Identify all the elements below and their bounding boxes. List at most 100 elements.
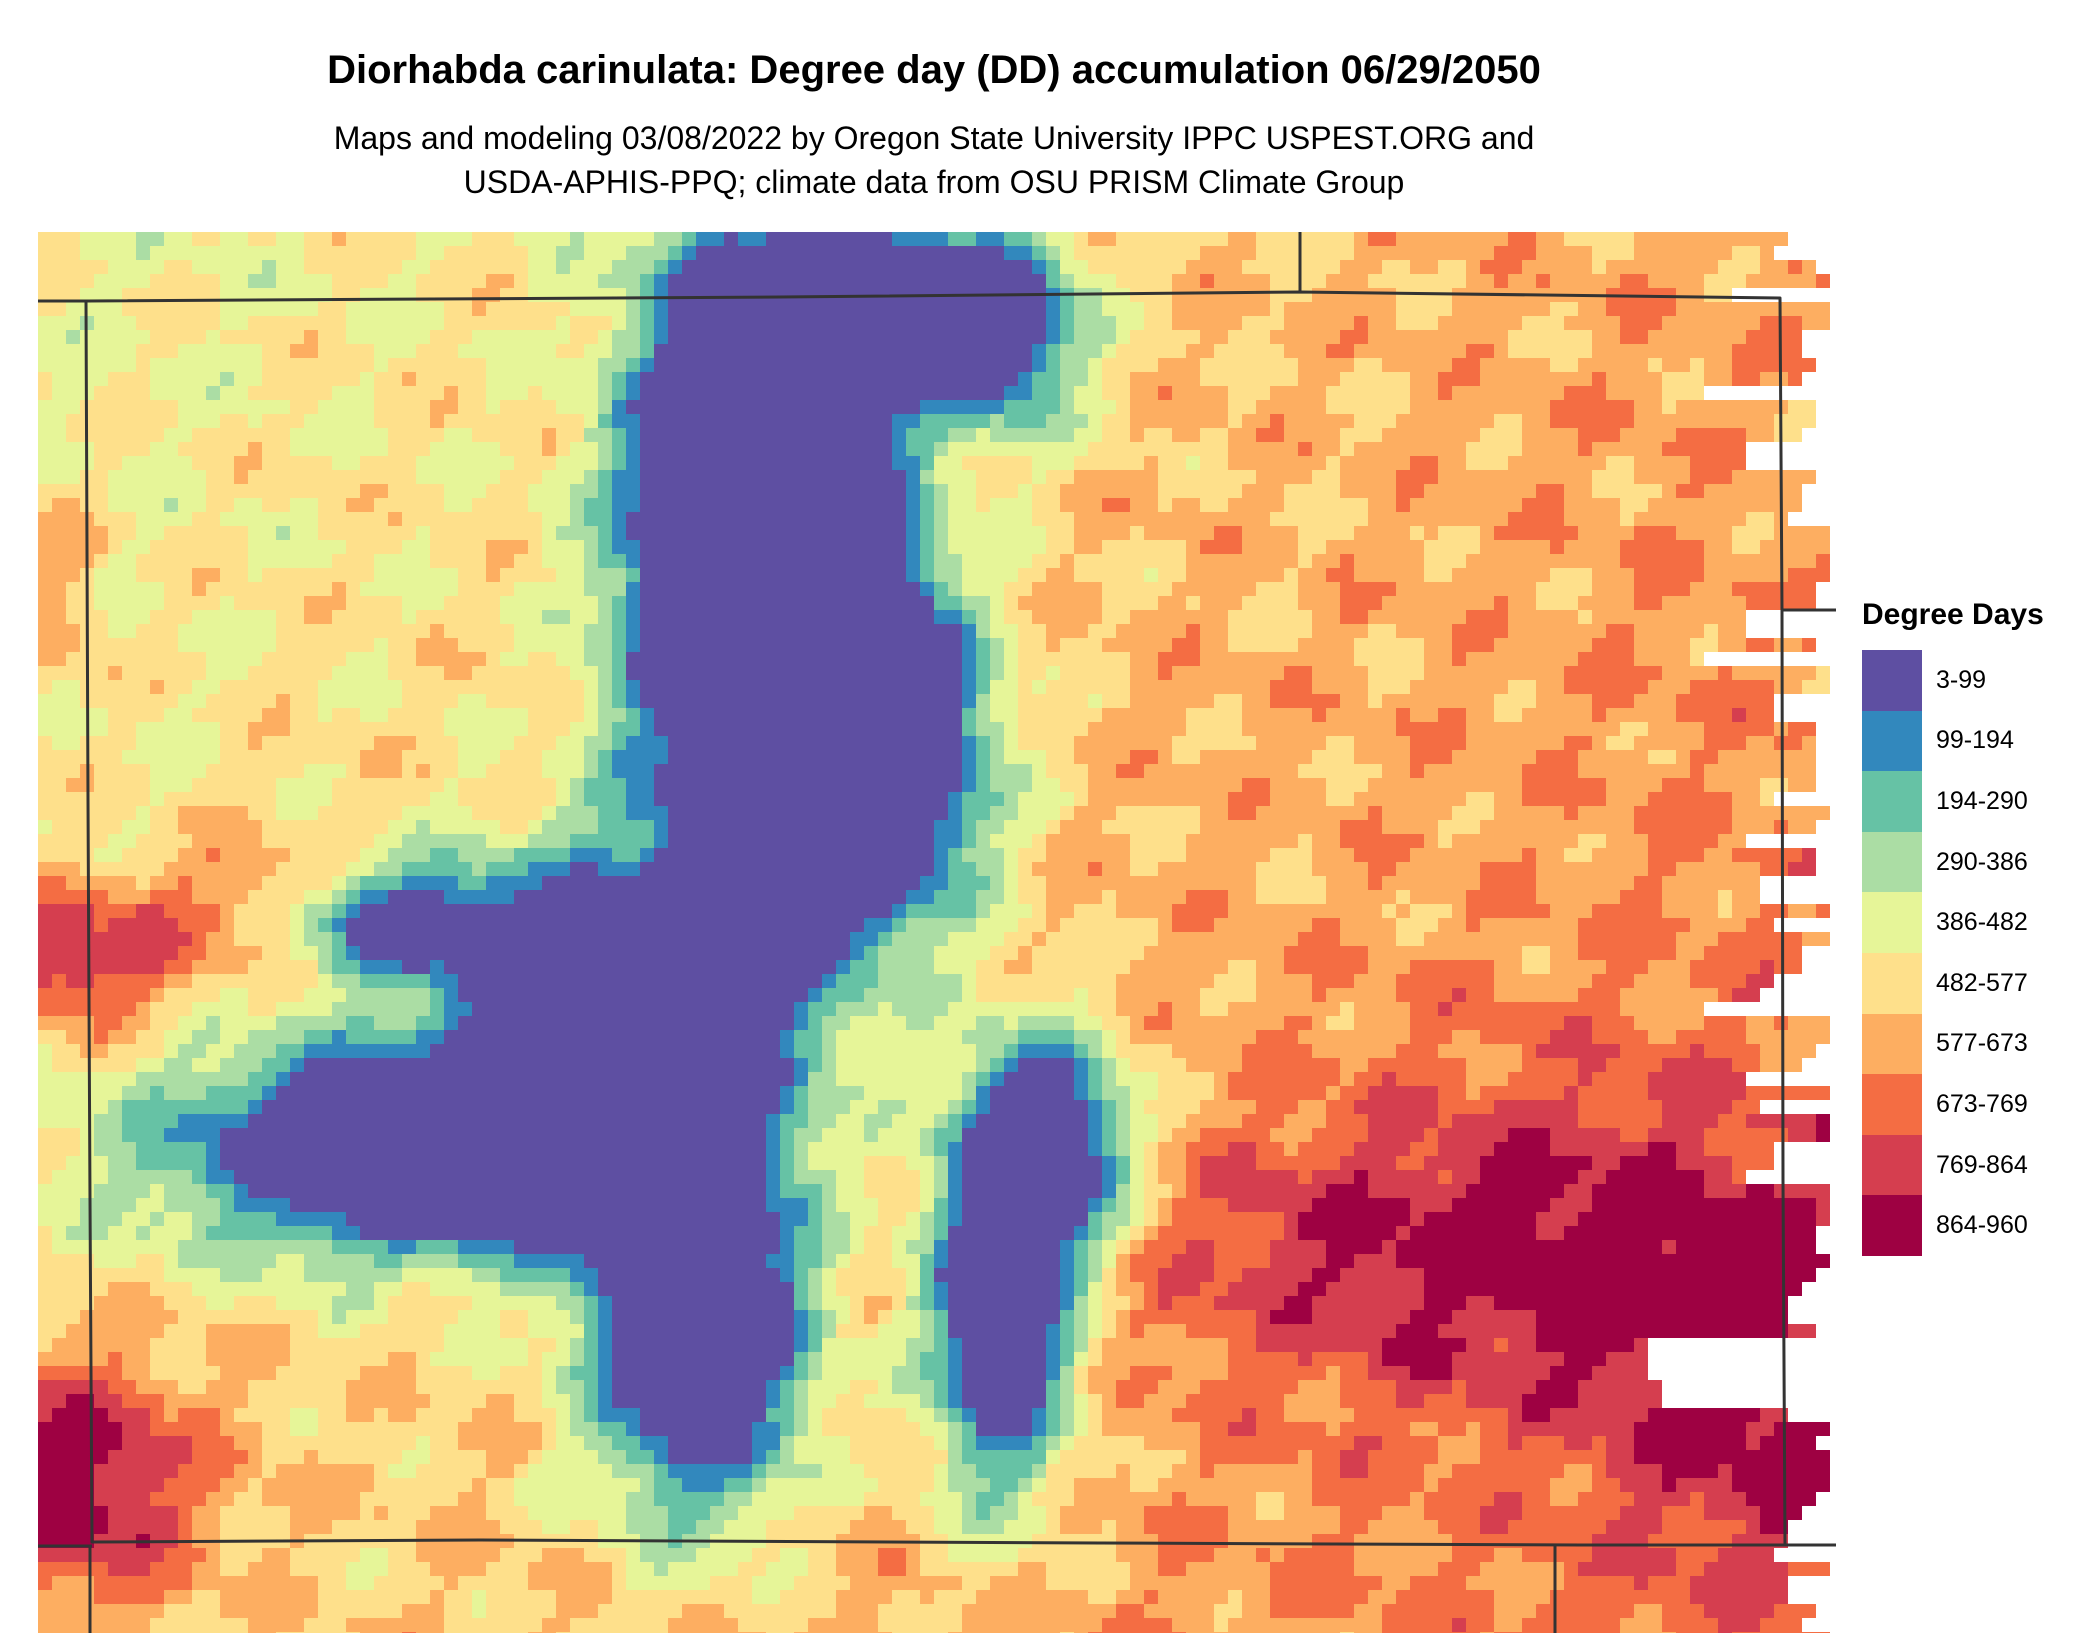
raster-cell (724, 1604, 836, 1618)
raster-cell (1130, 1170, 1144, 1184)
raster-cell (892, 1240, 906, 1254)
raster-cell (934, 1282, 948, 1296)
raster-cell (1088, 1268, 1102, 1282)
raster-cell (612, 442, 626, 456)
raster-cell (178, 1114, 248, 1128)
raster-cell (1116, 1604, 1144, 1618)
raster-cell (66, 1226, 108, 1240)
raster-cell (1312, 1534, 1354, 1548)
raster-cell (220, 232, 248, 246)
raster-cell (570, 862, 598, 876)
raster-cell (220, 1268, 262, 1282)
raster-cell (878, 1604, 962, 1618)
raster-cell (318, 1324, 360, 1338)
raster-cell (1018, 1016, 1074, 1030)
raster-cell (1326, 1086, 1340, 1100)
raster-cell (1802, 680, 1830, 694)
raster-cell (1074, 330, 1116, 344)
raster-cell (262, 876, 332, 890)
raster-cell (1102, 1030, 1116, 1044)
raster-cell (1354, 1016, 1410, 1030)
raster-cell (1130, 848, 1186, 862)
raster-cell (906, 1282, 920, 1296)
raster-cell (1032, 358, 1046, 372)
raster-cell (654, 1562, 668, 1576)
raster-cell (1200, 652, 1354, 666)
raster-cell (332, 582, 346, 596)
raster-cell (1424, 764, 1522, 778)
raster-cell (178, 344, 262, 358)
raster-cell (1214, 1254, 1270, 1268)
raster-cell (668, 260, 682, 274)
raster-cell (1032, 512, 1074, 526)
raster-cell (332, 1240, 388, 1254)
raster-cell (570, 1422, 598, 1436)
raster-cell (150, 1002, 192, 1016)
raster-cell (948, 582, 962, 596)
raster-cell (612, 414, 640, 428)
raster-cell (402, 1282, 430, 1296)
raster-cell (1102, 1016, 1130, 1030)
raster-cell (962, 1436, 976, 1450)
raster-cell (626, 1562, 654, 1576)
raster-cell (374, 1576, 444, 1590)
raster-cell (1312, 918, 1340, 932)
raster-cell (906, 470, 920, 484)
raster-cell (920, 1422, 948, 1436)
raster-cell (1354, 1002, 1410, 1016)
raster-cell (654, 848, 934, 862)
raster-cell (1186, 260, 1242, 274)
raster-cell (1536, 848, 1564, 862)
raster-cell (1326, 736, 1354, 750)
raster-cell (290, 344, 318, 358)
raster-cell (486, 540, 528, 554)
raster-cell (430, 554, 486, 568)
raster-cell (1592, 1366, 1648, 1380)
raster-cell (570, 1338, 584, 1352)
raster-cell (836, 1310, 850, 1324)
raster-cell (122, 1436, 192, 1450)
raster-cell (262, 820, 388, 834)
raster-cell (444, 722, 528, 736)
raster-cell (416, 274, 486, 288)
raster-cell (332, 778, 444, 792)
raster-cell (1200, 330, 1228, 344)
raster-cell (1046, 246, 1060, 260)
raster-cell (962, 1366, 1046, 1380)
raster-cell (948, 848, 962, 862)
raster-cell (570, 442, 598, 456)
raster-cell (430, 260, 528, 274)
raster-cell (374, 344, 416, 358)
raster-cell (906, 1520, 934, 1534)
raster-cell (542, 610, 570, 624)
raster-cell (1340, 372, 1410, 386)
raster-cell (234, 918, 290, 932)
raster-cell (920, 1590, 934, 1604)
raster-cell (906, 554, 920, 568)
raster-cell (1018, 946, 1032, 960)
raster-cell (1382, 358, 1452, 372)
raster-cell (1662, 1478, 1676, 1492)
raster-cell (1634, 652, 1690, 666)
raster-cell (1662, 316, 1760, 330)
raster-cell (164, 792, 276, 806)
raster-cell (934, 1464, 948, 1478)
raster-cell (1158, 596, 1186, 610)
raster-cell (1802, 932, 1830, 946)
raster-cell (976, 470, 1032, 484)
raster-cell (598, 1352, 612, 1366)
raster-cell (640, 386, 1004, 400)
raster-cell (920, 582, 934, 596)
raster-cell (1354, 1142, 1410, 1156)
raster-cell (248, 386, 332, 400)
raster-cell (1088, 260, 1186, 274)
raster-cell (920, 1296, 934, 1310)
raster-cell (164, 260, 192, 274)
raster-cell (598, 484, 612, 498)
raster-cell (934, 1338, 948, 1352)
raster-cell (654, 764, 962, 778)
raster-cell (416, 1030, 444, 1044)
raster-cell (444, 624, 514, 638)
raster-cell (612, 610, 626, 624)
raster-cell (1074, 1324, 1088, 1338)
